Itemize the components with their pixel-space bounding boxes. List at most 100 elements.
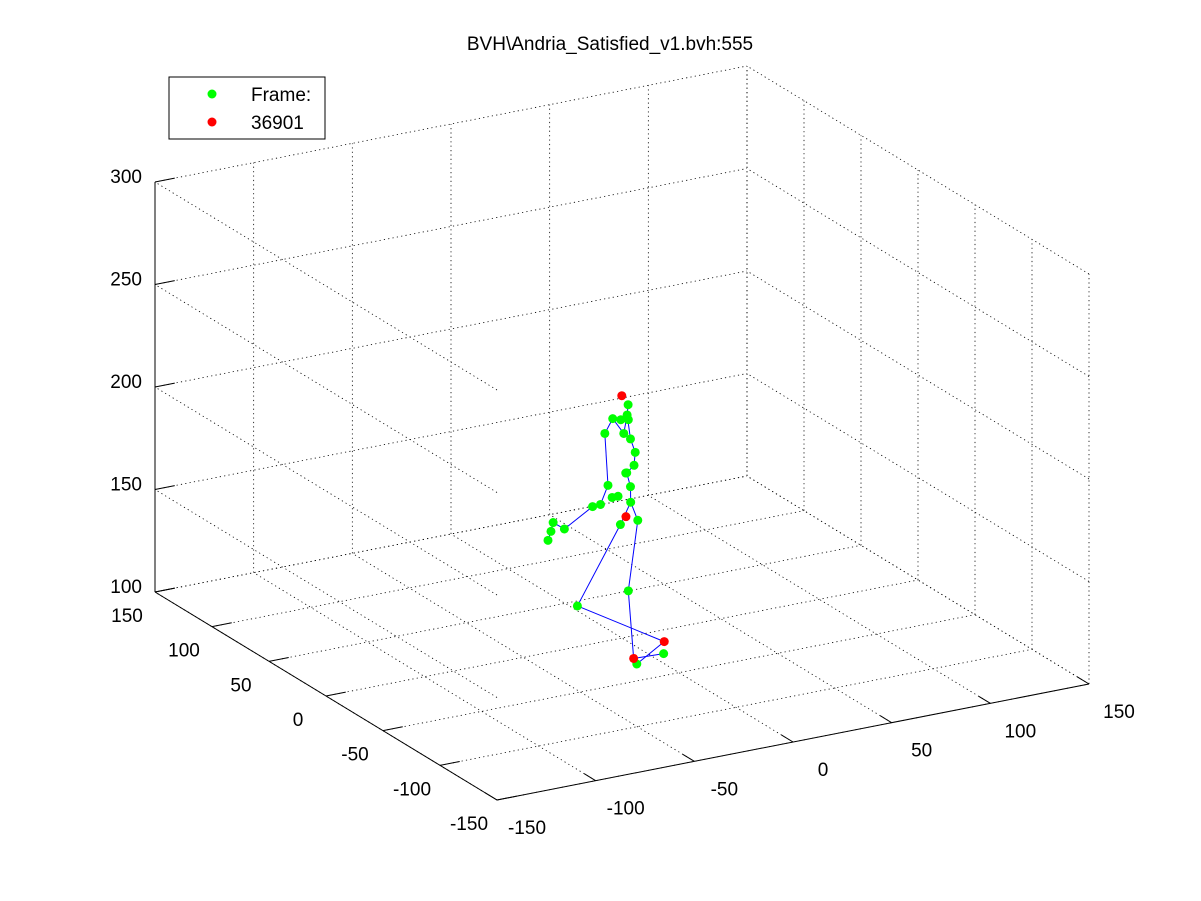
- x-tick-mark: [880, 715, 892, 724]
- y-tick-label: 100: [168, 641, 200, 662]
- z-tick-label: 150: [110, 475, 142, 496]
- joint-marker: [633, 515, 643, 525]
- legend-marker-36901: [207, 117, 217, 127]
- left-wall-gridline-z: [154, 386, 498, 596]
- skeleton-bone: [627, 520, 639, 591]
- x-tick-mark: [1077, 676, 1090, 685]
- back-wall-gridline-z: [154, 65, 748, 183]
- side-wall-gridline-z: [746, 373, 1090, 582]
- skeleton-bone: [576, 524, 621, 607]
- legend-marker-frame: [207, 89, 217, 99]
- joint-marker: [616, 415, 626, 425]
- joint-marker: [572, 601, 582, 611]
- joint-marker: [615, 520, 625, 530]
- joint-marker: [659, 649, 669, 659]
- legend: Frame: 36901: [168, 76, 326, 140]
- chart-title: BVH\Andria_Satisfied_v1.bvh:555: [467, 34, 753, 55]
- x-tick-label: -100: [607, 799, 645, 820]
- joint-marker: [626, 497, 636, 507]
- y-tick-mark: [439, 760, 460, 766]
- skeleton-bone: [633, 653, 664, 659]
- floor-gridline-x: [450, 533, 794, 743]
- x-tick-label: -50: [711, 779, 738, 800]
- x-tick-label: 100: [1004, 721, 1036, 742]
- side-wall-gridline-z: [746, 270, 1090, 480]
- x-tick-mark: [781, 734, 794, 743]
- floor-gridline-y: [268, 544, 862, 662]
- y-tick-label: -50: [341, 745, 368, 766]
- skeleton-bone: [636, 641, 665, 665]
- joint-marker: [559, 524, 569, 534]
- z-tick-label: 100: [110, 577, 142, 598]
- skeleton-bone: [604, 433, 609, 486]
- bone-layer: [547, 404, 665, 665]
- joint-marker: [623, 586, 633, 596]
- joint-marker: [623, 415, 633, 425]
- floor-gridline-x: [352, 552, 695, 762]
- side-wall-gridline-z: [746, 475, 1090, 685]
- y-tick-mark: [211, 622, 232, 628]
- floor-gridline-y: [325, 579, 919, 697]
- y-tick-mark: [382, 726, 403, 732]
- floor-gridline-y: [382, 614, 976, 732]
- end-site-marker: [629, 653, 639, 663]
- joint-marker: [625, 482, 635, 492]
- z-tick-mark: [154, 485, 175, 490]
- joint-marker: [600, 428, 610, 438]
- y-tick-label: -100: [393, 779, 431, 800]
- z-tick-mark: [154, 280, 175, 285]
- skeleton-bone: [564, 506, 593, 530]
- grid-layer: [154, 65, 1090, 801]
- legend-label-frame: Frame:: [251, 85, 311, 106]
- x-tick-mark: [485, 792, 498, 801]
- x-tick-mark: [584, 773, 596, 782]
- joint-marker: [546, 526, 556, 536]
- floor-gridline-y: [439, 648, 1033, 766]
- x-tick-label: 50: [911, 741, 932, 762]
- side-wall-gridline-z: [746, 65, 1090, 275]
- z-tick-label: 300: [110, 167, 142, 188]
- joint-marker: [613, 491, 623, 501]
- y-tick-label: 50: [230, 675, 251, 696]
- joint-marker: [608, 414, 618, 424]
- legend-label-36901: 36901: [251, 113, 304, 134]
- back-wall-gridline-z: [154, 270, 748, 388]
- x-tick-label: 150: [1103, 702, 1135, 723]
- y-tick-mark: [325, 691, 346, 697]
- z-tick-mark: [154, 382, 175, 388]
- y-tick-mark: [496, 795, 517, 801]
- y-tick-label: 150: [111, 606, 143, 627]
- skeleton-bone: [627, 590, 635, 659]
- z-tick-label: 250: [110, 270, 142, 291]
- joint-marker: [629, 460, 639, 470]
- back-wall-gridline-z: [154, 475, 748, 593]
- x-tick-mark: [978, 695, 991, 704]
- y-tick-label: -150: [450, 814, 488, 835]
- left-wall-gridline-z: [154, 489, 498, 698]
- x-tick-label: 0: [818, 760, 829, 781]
- z-tick-label: 200: [110, 372, 142, 393]
- skeleton-bone: [577, 605, 665, 643]
- marker-layer: [543, 391, 669, 669]
- y-tick-label: 0: [293, 710, 304, 731]
- joint-marker: [588, 502, 598, 512]
- back-wall-gridline-z: [154, 168, 748, 285]
- floor-gridline-y: [211, 510, 805, 628]
- joint-marker: [543, 535, 553, 545]
- joint-marker: [630, 447, 640, 457]
- x-tick-mark: [682, 753, 695, 762]
- left-wall-gridline-z: [154, 181, 498, 391]
- legend-box: [168, 76, 326, 140]
- joint-marker: [621, 468, 631, 478]
- side-wall-gridline-z: [746, 168, 1090, 377]
- joint-marker: [623, 400, 633, 410]
- joint-marker: [619, 428, 629, 438]
- axis-layer: [154, 182, 1090, 801]
- joint-marker: [548, 518, 558, 528]
- end-site-marker: [621, 512, 631, 522]
- joint-marker: [603, 480, 613, 490]
- joint-marker: [595, 499, 605, 509]
- joint-marker: [625, 434, 635, 444]
- left-wall-gridline-z: [154, 284, 498, 493]
